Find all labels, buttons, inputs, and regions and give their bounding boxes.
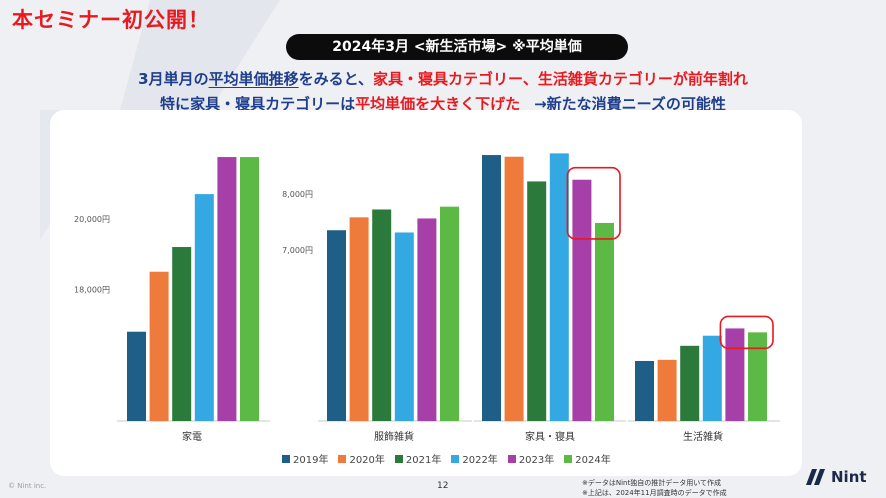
y-tick-label: 8,000円 bbox=[282, 190, 313, 199]
legend-item: 2021年 bbox=[394, 451, 442, 466]
category-label: 家電 bbox=[182, 430, 202, 443]
copyright: © Nint inc. bbox=[8, 482, 47, 490]
legend-swatch bbox=[394, 454, 403, 463]
subtitle-line-2: 特に家具・寝具カテゴリーは平均単価を大きく下げた →新たな消費ニーズの可能性 bbox=[0, 93, 886, 114]
legend-item: 2023年 bbox=[507, 451, 555, 466]
subtitle-2-part-2: 家具・寝具カテゴリー bbox=[190, 95, 341, 113]
nint-logo: Nint bbox=[806, 468, 867, 486]
bar bbox=[194, 194, 214, 421]
bar bbox=[572, 179, 592, 421]
bar bbox=[482, 155, 501, 421]
bar bbox=[394, 232, 414, 421]
bar bbox=[217, 157, 237, 421]
bar bbox=[748, 332, 767, 421]
bar bbox=[349, 217, 369, 421]
legend-item: 2020年 bbox=[338, 451, 385, 466]
highlight-ring bbox=[566, 166, 621, 240]
bar bbox=[504, 156, 524, 422]
legend-swatch bbox=[451, 454, 460, 463]
subtitle-1-part-2: 平均単価推移 bbox=[208, 70, 299, 88]
highlight-ring bbox=[719, 315, 774, 350]
y-tick-label: 7,000円 bbox=[282, 246, 313, 255]
subtitle-line-1: 3月単月の平均単価推移をみると、家具・寝具カテゴリー、生活雑貨カテゴリーが前年割… bbox=[0, 68, 886, 89]
legend-label: 2020年 bbox=[349, 455, 385, 466]
legend-label: 2019年 bbox=[293, 455, 329, 466]
subtitle-2-part-4: 平均単価を大きく下げた bbox=[355, 95, 521, 113]
subtitle-2-part-5: →新たな消費ニーズの可能性 bbox=[534, 95, 726, 113]
legend-item: 2019年 bbox=[282, 451, 328, 466]
headline-badge: 本セミナー初公開！ bbox=[12, 8, 210, 32]
subtitle-1-part-4: 家具・寝具カテゴリー、生活雑貨カテゴリーが前年割れ bbox=[373, 70, 748, 88]
legend-label: 2022年 bbox=[462, 455, 498, 466]
bar bbox=[527, 181, 547, 421]
category-label: 生活雑貨 bbox=[683, 430, 723, 443]
page-number: 12 bbox=[437, 481, 449, 491]
bar bbox=[372, 209, 392, 421]
legend-label: 2023年 bbox=[518, 455, 555, 466]
bar bbox=[725, 328, 745, 421]
bar bbox=[417, 218, 437, 421]
bar bbox=[327, 230, 346, 421]
subtitle-2-part-1: 特に bbox=[160, 95, 191, 113]
category-label: 家具・寝具 bbox=[525, 430, 575, 443]
bar bbox=[680, 345, 700, 421]
y-tick-label: 20,000円 bbox=[74, 215, 110, 224]
legend-swatch bbox=[507, 454, 516, 463]
bar bbox=[635, 360, 654, 421]
bar bbox=[440, 206, 459, 421]
legend-item: 2024年 bbox=[564, 451, 611, 466]
subtitle-1-part-1: 3月単月の bbox=[138, 70, 209, 88]
legend-item: 2022年 bbox=[451, 451, 498, 466]
y-tick-label: 18,000円 bbox=[74, 285, 110, 294]
bar bbox=[657, 359, 677, 421]
legend-label: 2024年 bbox=[575, 455, 611, 466]
footnote-2: ※上記は、2024年11月調査時のデータで作成 bbox=[582, 489, 727, 497]
bar bbox=[702, 335, 722, 421]
subtitle-2-part-3: は bbox=[340, 95, 356, 113]
bar bbox=[172, 247, 192, 421]
category-label: 服飾雑貨 bbox=[374, 430, 414, 443]
title-pill: 2024年3月 <新生活市場> ※平均単価 bbox=[286, 34, 628, 60]
bar bbox=[127, 331, 146, 421]
bar bbox=[149, 271, 169, 421]
bar bbox=[595, 222, 614, 421]
nint-logo-icon bbox=[806, 469, 825, 485]
legend-swatch bbox=[282, 454, 290, 463]
bar bbox=[240, 157, 259, 421]
legend-label: 2021年 bbox=[405, 455, 442, 466]
legend-swatch bbox=[338, 454, 347, 463]
nint-logo-text: Nint bbox=[831, 468, 867, 486]
legend-swatch bbox=[564, 454, 573, 463]
subtitle-1-part-3: をみると、 bbox=[298, 70, 373, 88]
footnote-1: ※データはNint独自の推計データ用いて作成 bbox=[582, 479, 722, 487]
footnotes: ※データはNint独自の推計データ用いて作成 ※上記は、2024年11月調査時の… bbox=[582, 478, 727, 498]
bar bbox=[549, 153, 569, 421]
chart-legend: 2019年 2020年 2021年 2022年 2023年 2024年 bbox=[282, 451, 611, 466]
